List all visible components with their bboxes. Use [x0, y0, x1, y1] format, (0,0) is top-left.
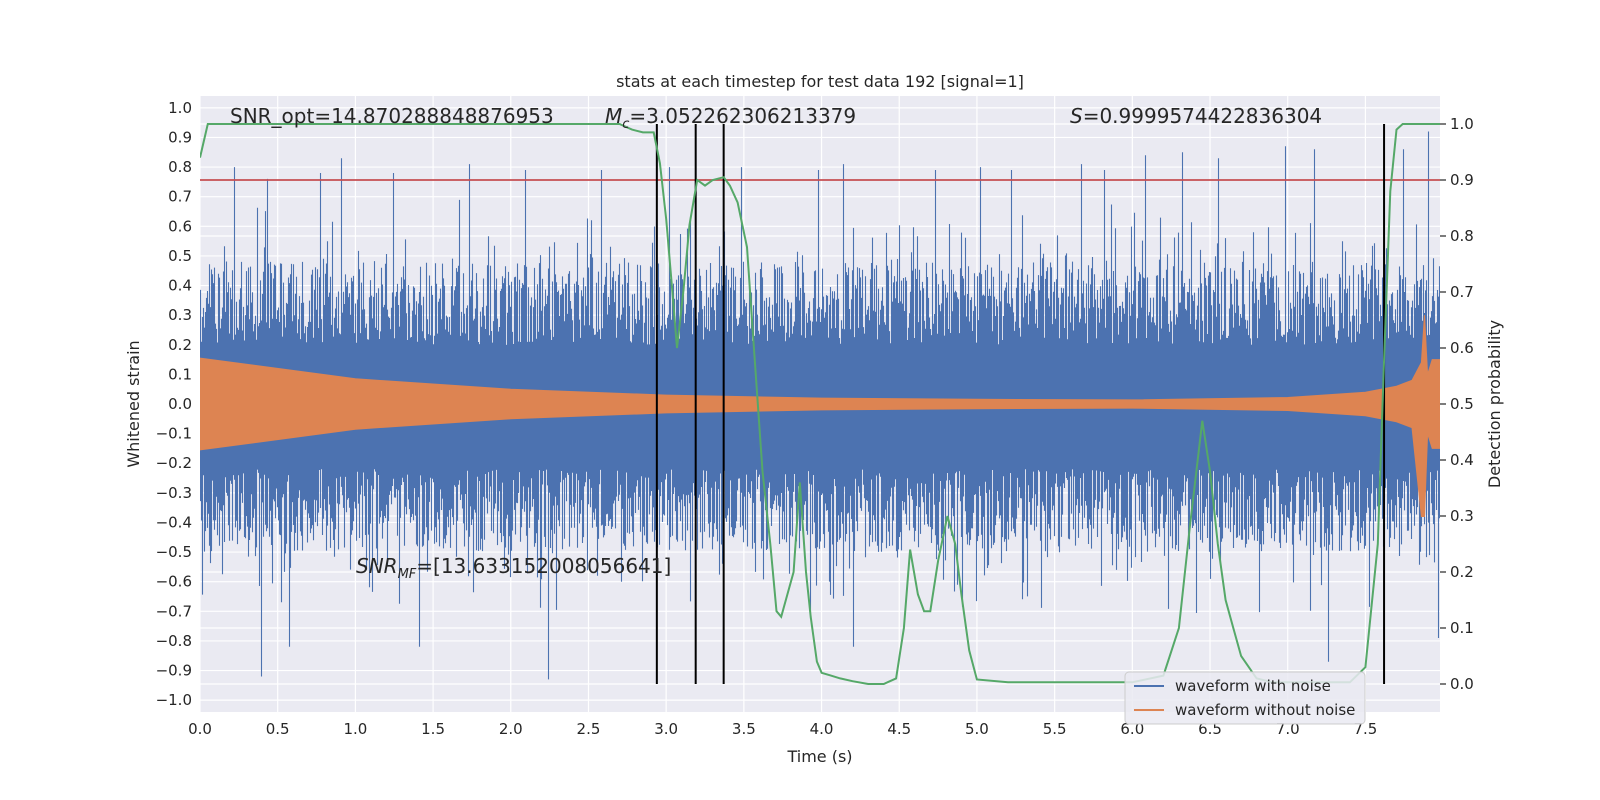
x-axis-label: Time (s): [786, 747, 852, 766]
y-tick-label: 0.8: [168, 158, 192, 176]
x-tick-label: 3.0: [654, 720, 678, 738]
y-tick-label: −1.0: [156, 691, 192, 709]
legend-label-clean: waveform without noise: [1175, 701, 1355, 719]
chart-title: stats at each timestep for test data 192…: [616, 72, 1024, 91]
y2-tick-label: 0.5: [1450, 395, 1474, 413]
y2-axis-label: Detection probability: [1485, 320, 1504, 488]
y-tick-label: −0.4: [156, 513, 192, 531]
y2-axis: 1.0 0.9 0.8 0.7 0.6 0.5 0.4 0.3 0.2 0.1 0.0: [1440, 115, 1474, 693]
y2-tick-label: 0.1: [1450, 619, 1474, 637]
x-axis: 0.0 0.5 1.0 1.5 2.0 2.5 3.0 3.5 4.0 4.5 5.0 5.5 6.0 6…: [188, 720, 1377, 738]
y2-tick-label: 0.4: [1450, 451, 1474, 469]
x-tick-label: 0.0: [188, 720, 212, 738]
snr-mf-annotation: SNRMF=[13.633152008056641]: [356, 554, 671, 582]
y-tick-label: 0.9: [168, 128, 192, 146]
legend-label-noise: waveform with noise: [1175, 677, 1331, 695]
y-tick-label: 0.2: [168, 336, 192, 354]
snr-opt-annotation: SNR_opt=14.870288848876953: [230, 104, 554, 128]
x-tick-label: 4.5: [887, 720, 911, 738]
s-annotation: S=0.9999574422836304: [1070, 104, 1322, 128]
x-tick-label: 2.5: [577, 720, 601, 738]
x-tick-label: 1.5: [421, 720, 445, 738]
y-tick-label: 0.4: [168, 277, 192, 295]
mc-annotation: Mc=3.052262306213379: [605, 104, 856, 132]
y2-tick-label: 0.7: [1450, 283, 1474, 301]
x-tick-label: 1.0: [343, 720, 367, 738]
y2-tick-label: 0.0: [1450, 675, 1474, 693]
clean-waveform-band: [200, 315, 1440, 517]
y-tick-label: 0.3: [168, 306, 192, 324]
y2-tick-label: 1.0: [1450, 115, 1474, 133]
x-tick-label: 0.5: [266, 720, 290, 738]
y-axis: 1.0 0.9 0.8 0.7 0.6 0.5 0.4 0.3 0.2 0.1 0.0 −0.1 −0.…: [156, 99, 192, 709]
y-tick-label: 1.0: [168, 99, 192, 117]
y-tick-label: −0.8: [156, 632, 192, 650]
legend: waveform with noise waveform without noi…: [1124, 671, 1366, 725]
y-tick-label: −0.2: [156, 454, 192, 472]
x-tick-label: 2.0: [499, 720, 523, 738]
y2-tick-label: 0.6: [1450, 339, 1474, 357]
y-tick-label: 0.6: [168, 217, 192, 235]
y-tick-label: 0.1: [168, 365, 192, 383]
y-axis-label: Whitened strain: [124, 340, 143, 467]
y-tick-label: 0.5: [168, 247, 192, 265]
x-tick-label: 3.5: [732, 720, 756, 738]
x-tick-label: 5.0: [965, 720, 989, 738]
y-tick-label: −0.3: [156, 484, 192, 502]
y-tick-label: 0.0: [168, 395, 192, 413]
x-tick-label: 4.0: [810, 720, 834, 738]
y-tick-label: −0.5: [156, 543, 192, 561]
y2-tick-label: 0.2: [1450, 563, 1474, 581]
y-tick-label: 0.7: [168, 188, 192, 206]
y2-tick-label: 0.3: [1450, 507, 1474, 525]
y-tick-label: −0.6: [156, 573, 192, 591]
x-tick-label: 5.5: [1043, 720, 1067, 738]
y2-tick-label: 0.8: [1450, 227, 1474, 245]
y-tick-label: −0.9: [156, 662, 192, 680]
y-tick-label: −0.1: [156, 425, 192, 443]
y-tick-label: −0.7: [156, 602, 192, 620]
y2-tick-label: 0.9: [1450, 171, 1474, 189]
legend-box: [1124, 671, 1366, 725]
